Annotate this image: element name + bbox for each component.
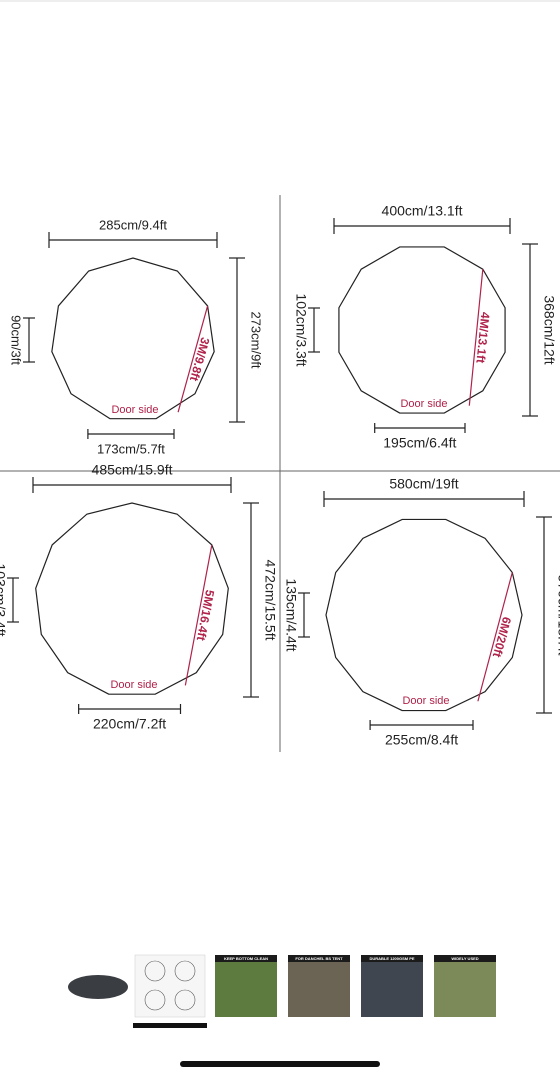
thumbnail-caption: FOR DANCHEL BS TENT: [295, 956, 343, 961]
home-indicator: [180, 1061, 380, 1067]
thumbnail-banner: [361, 955, 423, 962]
bottom-dimension: 173cm/5.7ft: [97, 441, 165, 456]
diameter-label: 6M/20ft: [490, 615, 514, 659]
right-dimension: 570cm/18.7ft: [555, 575, 560, 656]
right-dimension: 273cm/9ft: [249, 311, 264, 368]
selected-indicator: [133, 1023, 207, 1028]
thumb-icon: [174, 989, 196, 1011]
diameter-label: 5M/16.4ft: [194, 589, 217, 642]
door-label: Door side: [402, 695, 449, 707]
bottom-dimension: 195cm/6.4ft: [383, 435, 456, 451]
left-dimension: 90cm/3ft: [9, 315, 24, 365]
door-label: Door side: [111, 404, 158, 416]
thumbnail-caption: KEEP BOTTOM CLEAN: [224, 956, 268, 961]
top-dimension: 285cm/9.4ft: [99, 217, 167, 232]
diameter-label: 4M/13.1ft: [473, 311, 492, 363]
right-dimension: 368cm/12ft: [541, 295, 557, 364]
door-label: Door side: [110, 679, 157, 691]
thumb-icon: [174, 960, 196, 982]
top-dimension: 400cm/13.1ft: [382, 203, 463, 219]
thumb-icon: [144, 989, 166, 1011]
thumbnail[interactable]: [288, 955, 350, 1017]
right-dimension: 472cm/15.5ft: [262, 560, 278, 641]
tent-outline: [338, 246, 506, 414]
door-label: Door side: [400, 398, 447, 410]
dimension-line: [184, 544, 213, 686]
thumbnail-banner: [434, 955, 496, 962]
thumb-mat[interactable]: [68, 975, 128, 999]
top-dimension: 485cm/15.9ft: [92, 462, 173, 478]
left-dimension: 135cm/4.4ft: [283, 578, 299, 651]
tent-outline: [325, 518, 523, 712]
thumbnails[interactable]: KEEP BOTTOM CLEAN FOR DANCHEL BS TENT DURA…: [68, 954, 496, 1028]
bottom-dimension: 255cm/8.4ft: [385, 732, 458, 748]
bottom-dimension: 220cm/7.2ft: [93, 716, 166, 732]
thumbnail-caption: DURABLE 1200GSM PE: [369, 956, 414, 961]
thumbnail[interactable]: [361, 955, 423, 1017]
thumbnail-banner: [215, 955, 277, 962]
panels: 285cm/9.4ft 273cm/9ft 3M/9.8ft Door side 173…: [0, 203, 560, 748]
top-dimension: 580cm/19ft: [389, 476, 458, 492]
thumbnail[interactable]: [215, 955, 277, 1017]
dimension-line: [468, 269, 484, 406]
thumbnail-banner: [288, 955, 350, 962]
left-dimension: 103cm/3.4ft: [0, 563, 8, 636]
tent-outline: [35, 502, 229, 695]
thumb-icon: [144, 960, 166, 982]
dimension-line: [177, 305, 209, 413]
diameter-label: 3M/9.8ft: [187, 336, 212, 383]
thumbnail-caption: WIDELY USED: [451, 956, 478, 961]
thumb-sizes[interactable]: [134, 954, 206, 1018]
tent-outline: [51, 257, 215, 420]
thumbnail[interactable]: [434, 955, 496, 1017]
dimension-line: [477, 572, 513, 702]
left-dimension: 102cm/3.3ft: [293, 293, 309, 366]
